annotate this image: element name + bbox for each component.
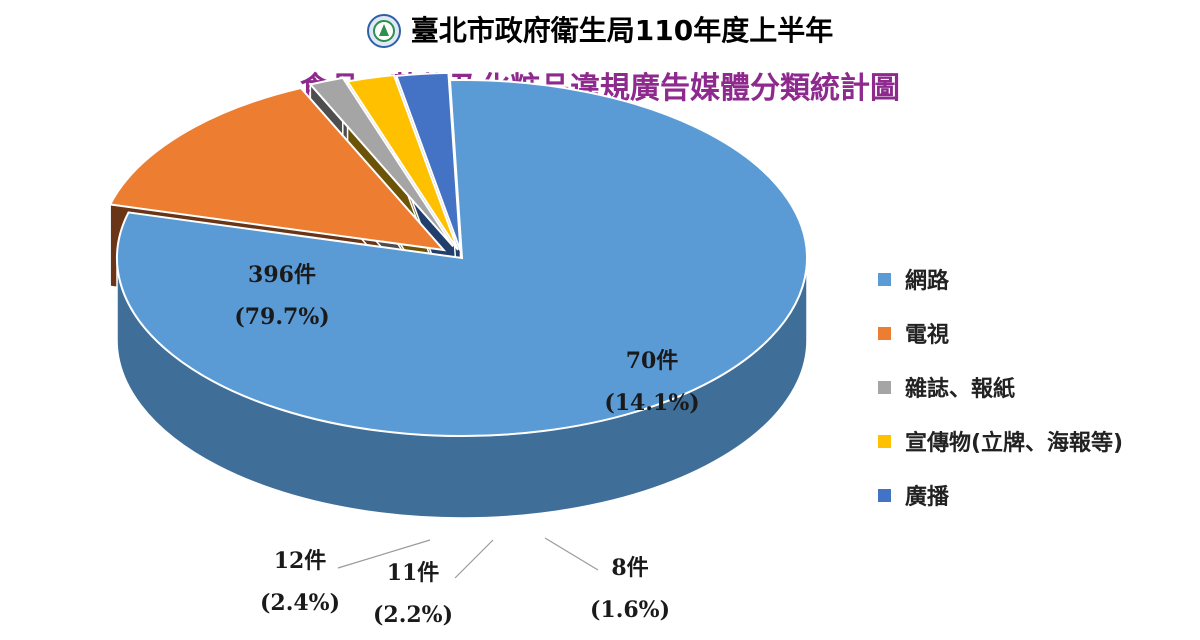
percent-label-1: (14.1%)	[604, 390, 699, 416]
legend-swatch-2	[878, 380, 891, 394]
count-label-4: 12件	[274, 548, 327, 574]
legend-swatch-0	[878, 272, 891, 286]
data-labels: 396件 (79.7%) 70件 (14.1%) 8件 (1.6%) 11件 (2.2%) 12…	[234, 262, 699, 628]
count-label-0: 396件	[248, 262, 316, 288]
chart-legend: 網路電視雜誌、報紙宣傳物(立牌、海報等) 廣播	[878, 252, 1123, 522]
percent-label-3: (2.2%)	[373, 602, 453, 628]
pie-slice-0	[116, 79, 808, 437]
pie-tops	[108, 71, 808, 437]
legend-item-4: 廣播	[878, 468, 1123, 522]
percent-label-4: (2.4%)	[260, 590, 340, 616]
chart-title-line1: 臺北市政府衛生局110年度上半年	[0, 10, 1200, 51]
legend-swatch-4	[878, 488, 891, 502]
legend-label-3: 宣傳物(立牌、海報等)	[905, 431, 1124, 456]
pie-slice-4	[395, 71, 462, 252]
leader-line-3	[454, 539, 494, 579]
legend-label-1: 電視	[905, 323, 950, 348]
legend-item-3: 宣傳物(立牌、海報等)	[878, 414, 1123, 468]
legend-label-0: 網路	[905, 269, 950, 294]
leader-line-4	[337, 539, 431, 569]
legend-swatch-3	[878, 434, 891, 448]
legend-item-0: 網路	[878, 252, 1123, 306]
legend-label-2: 雜誌、報紙	[905, 377, 1016, 402]
percent-label-2: (1.6%)	[590, 597, 670, 623]
pie-slice-3	[345, 74, 459, 251]
percent-label-0: (79.7%)	[234, 304, 329, 330]
legend-item-1: 電視	[878, 306, 1123, 360]
pie-slice-1	[108, 86, 447, 252]
count-label-2: 8件	[611, 555, 648, 581]
legend-swatch-1	[878, 326, 891, 340]
seal-icon	[366, 14, 401, 48]
leader-line-2	[544, 537, 599, 571]
pie-slice-2	[308, 76, 455, 248]
count-label-1: 70件	[626, 348, 679, 374]
legend-item-2: 雜誌、報紙	[878, 360, 1123, 414]
legend-label-4: 廣播	[905, 485, 950, 510]
chart-supertitle: 臺北市政府衛生局110年度上半年	[410, 14, 834, 47]
count-label-3: 11件	[387, 560, 440, 586]
